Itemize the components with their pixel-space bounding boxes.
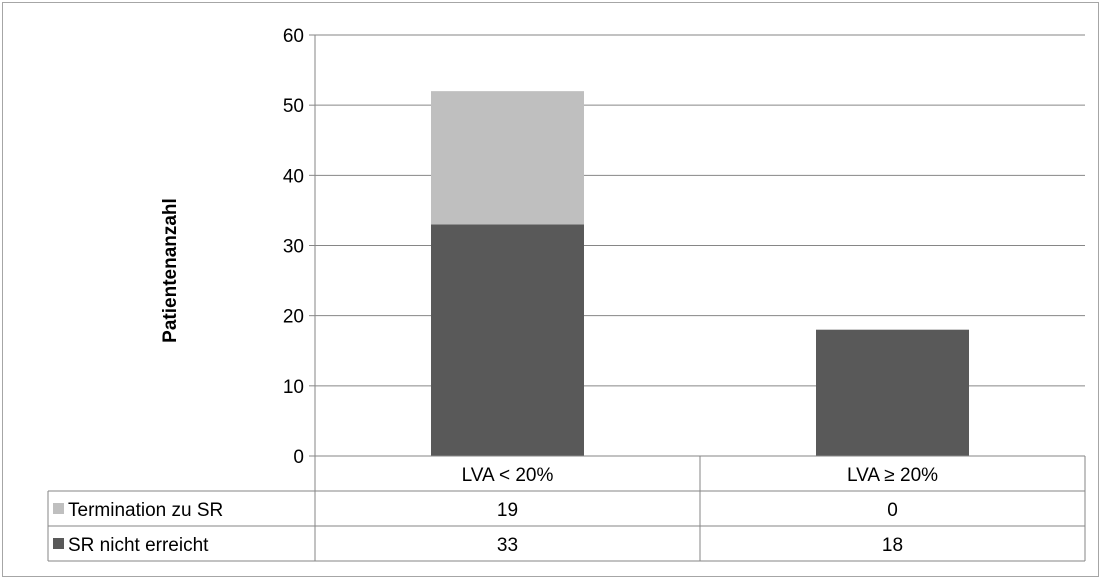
table-cell-value: 19 — [497, 500, 518, 521]
data-table: LVA < 20% LVA ≥ 20% Termination zu SR 19 0 SR… — [47, 455, 1086, 562]
y-tick-label: 40 — [283, 166, 304, 187]
y-tick-label: 10 — [283, 377, 304, 398]
bar — [816, 329, 969, 456]
x-tick-label: LVA < 20% — [462, 465, 554, 486]
bar — [431, 91, 584, 225]
bar — [431, 224, 584, 456]
y-tick-label: 30 — [283, 237, 304, 258]
table-cell-value: 33 — [497, 535, 518, 556]
y-tick-label: 50 — [283, 96, 304, 117]
legend-label: Termination zu SR — [68, 500, 223, 521]
table-cell-value: 0 — [887, 500, 898, 521]
axes: 0 10 20 30 40 50 60 — [283, 26, 316, 468]
y-tick-label: 20 — [283, 307, 304, 328]
legend-key — [53, 538, 64, 549]
gridlines — [315, 34, 1085, 387]
y-axis-label: Patientenanzahl — [160, 198, 181, 343]
legend-label: SR nicht erreicht — [68, 535, 209, 556]
table-cell-value: 18 — [882, 535, 903, 556]
x-tick-label: LVA ≥ 20% — [847, 465, 938, 486]
legend-key — [53, 503, 64, 514]
y-tick-label: 60 — [283, 26, 304, 47]
bars — [431, 91, 969, 456]
y-tick-label: 0 — [293, 447, 304, 468]
